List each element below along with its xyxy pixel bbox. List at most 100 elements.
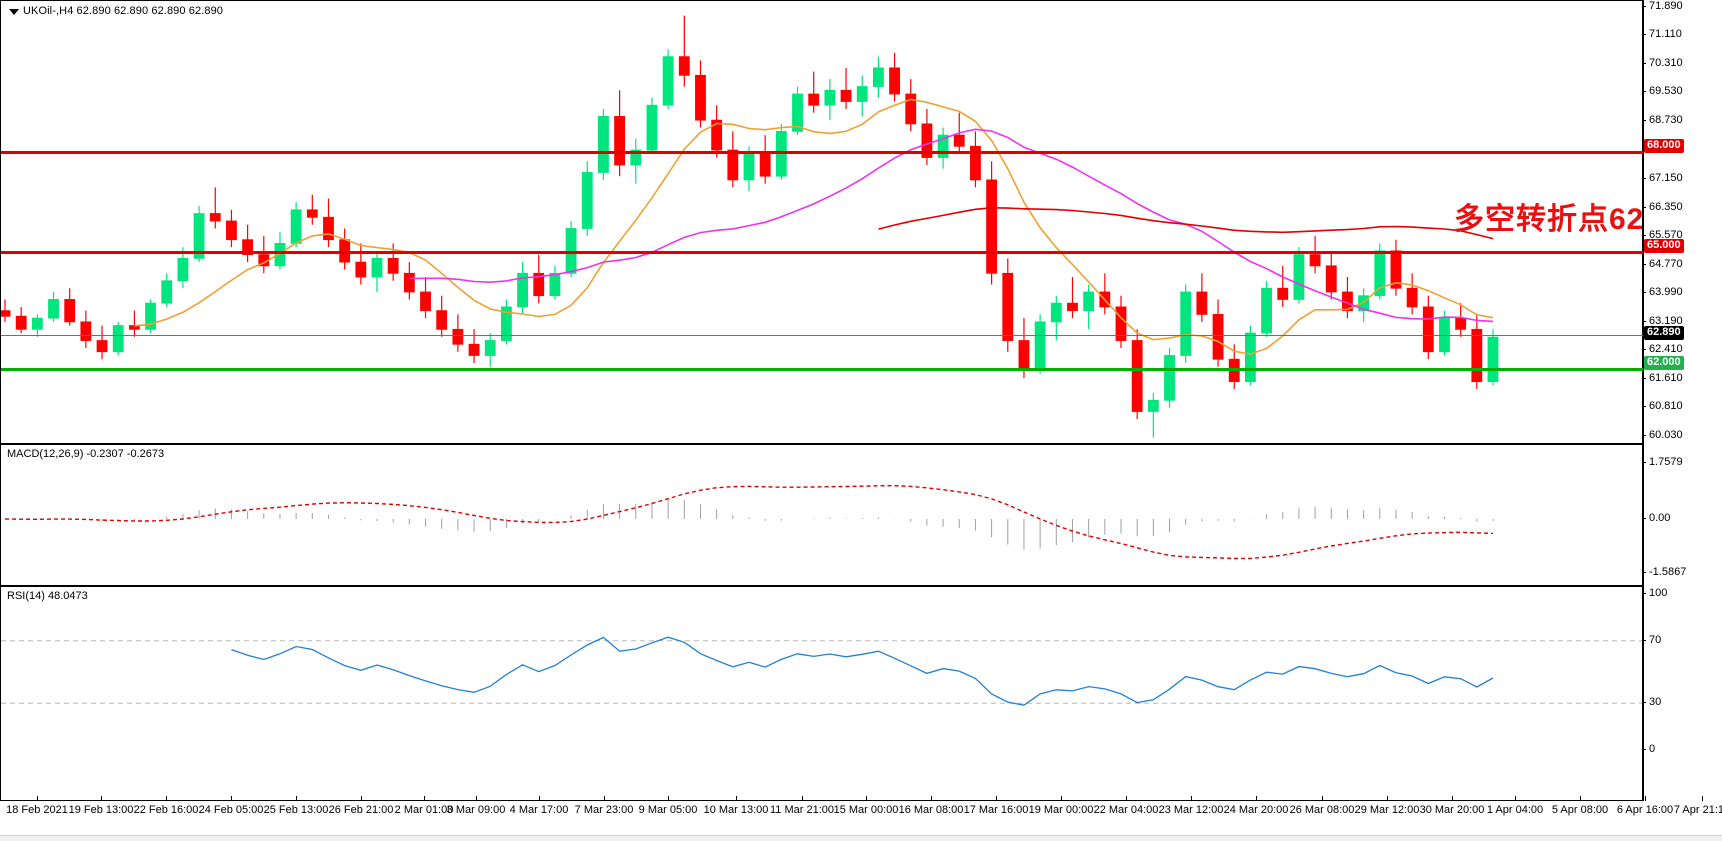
time-tick-label: 2 Mar 01:00 [394, 804, 454, 816]
price-levels-layer [1, 1, 1643, 443]
time-tick-mark [1191, 796, 1192, 801]
time-tick-label: 3 Mar 09:00 [446, 804, 506, 816]
time-tick-label: 7 Apr 21:15 [1673, 804, 1722, 816]
macd-tick-mark [1642, 572, 1646, 573]
price-tick-mark [1642, 349, 1646, 350]
price-tick-mark [1642, 378, 1646, 379]
time-tick-label: 30 Mar 20:00 [1419, 804, 1485, 816]
symbol-ohlc-title: UKOil-,H4 62.890 62.890 62.890 62.890 [23, 5, 224, 17]
price-tick-label: 66.350 [1649, 201, 1683, 213]
price-tick-label: 63.990 [1649, 286, 1683, 298]
price-level-line[interactable] [1, 335, 1643, 336]
price-level-line[interactable] [1, 151, 1643, 154]
time-tick-mark [231, 796, 232, 801]
time-tick-label: 11 Mar 21:00 [769, 804, 835, 816]
price-tick-label: 61.610 [1649, 372, 1683, 384]
rsi-tick-mark [1642, 640, 1646, 641]
time-tick-mark [1256, 796, 1257, 801]
time-tick-mark [424, 796, 425, 801]
time-tick-label: 1 Apr 04:00 [1486, 804, 1544, 816]
time-tick-mark [1515, 796, 1516, 801]
time-axis[interactable]: 18 Feb 2021 19 Feb 13:00 22 Feb 16:00 24 Fe… [0, 796, 1722, 823]
time-tick-mark [476, 796, 477, 801]
time-tick-label: 10 Mar 13:00 [703, 804, 769, 816]
price-level-tag[interactable]: 62.890 [1644, 326, 1684, 340]
price-chart-panel[interactable]: UKOil-,H4 62.890 62.890 62.890 62.890 多空… [0, 0, 1722, 444]
time-tick-mark [604, 796, 605, 801]
price-tick-mark [1642, 406, 1646, 407]
price-level-tag[interactable]: 65.000 [1644, 239, 1684, 253]
time-tick-mark [1580, 796, 1581, 801]
time-tick-label: 19 Feb 13:00 [68, 804, 134, 816]
macd-title: MACD(12,26,9) -0.2307 -0.2673 [7, 448, 165, 460]
macd-tick-label: 1.7579 [1649, 456, 1683, 468]
price-level-line[interactable] [1, 368, 1643, 371]
rsi-tick-mark [1642, 749, 1646, 750]
rsi-panel[interactable]: RSI(14) 48.0473 [0, 586, 1722, 801]
time-tick-mark [1387, 796, 1388, 801]
price-level-tag[interactable]: 62.000 [1644, 356, 1684, 370]
price-level-line[interactable] [1, 251, 1643, 254]
price-tick-mark [1642, 207, 1646, 208]
macd-tick-label: 0.00 [1649, 512, 1671, 524]
time-tick-mark [1452, 796, 1453, 801]
time-tick-label: 7 Mar 23:00 [574, 804, 634, 816]
time-tick-label: 22 Mar 04:00 [1093, 804, 1159, 816]
price-tick-mark [1642, 435, 1646, 436]
rsi-tick-label: 100 [1649, 587, 1668, 599]
time-tick-mark [931, 796, 932, 801]
time-tick-mark [1061, 796, 1062, 801]
macd-plot-area [4, 484, 1494, 560]
time-tick-label: 26 Feb 21:00 [328, 804, 394, 816]
rsi-tick-mark [1642, 702, 1646, 703]
macd-panel[interactable]: MACD(12,26,9) -0.2307 -0.2673 [0, 444, 1722, 586]
price-tick-label: 62.410 [1649, 343, 1683, 355]
price-tick-label: 60.030 [1649, 429, 1683, 441]
time-tick-label: 24 Mar 20:00 [1223, 804, 1289, 816]
price-tick-mark [1642, 120, 1646, 121]
price-tick-label: 65.570 [1649, 229, 1683, 241]
price-tick-label: 60.810 [1649, 400, 1683, 412]
price-tick-mark [1642, 34, 1646, 35]
time-tick-mark [1702, 796, 1703, 801]
macd-tick-mark [1642, 462, 1646, 463]
caret-down-icon[interactable] [9, 9, 19, 15]
time-tick-mark [736, 796, 737, 801]
time-tick-label: 4 Mar 17:00 [509, 804, 569, 816]
price-tick-label: 71.890 [1649, 0, 1683, 12]
time-tick-label: 16 Mar 08:00 [898, 804, 964, 816]
price-tick-label: 71.110 [1649, 28, 1682, 40]
price-tick-label: 67.150 [1649, 172, 1683, 184]
price-tick-mark [1642, 178, 1646, 179]
time-tick-mark [1322, 796, 1323, 801]
time-tick-mark [37, 796, 38, 801]
rsi-plot-area [1, 636, 1643, 706]
time-tick-label: 19 Mar 00:00 [1028, 804, 1094, 816]
time-tick-mark [668, 796, 669, 801]
rsi-tick-label: 0 [1649, 743, 1656, 755]
time-tick-label: 18 Feb 2021 [6, 804, 68, 816]
macd-tick-label: -1.5867 [1649, 566, 1687, 578]
price-tick-mark [1642, 63, 1646, 64]
price-tick-mark [1642, 292, 1646, 293]
price-tick-mark [1642, 6, 1646, 7]
price-tick-label: 68.730 [1649, 114, 1683, 126]
time-tick-label: 25 Feb 13:00 [263, 804, 329, 816]
price-tick-label: 70.310 [1649, 57, 1683, 69]
time-tick-mark [361, 796, 362, 801]
price-tick-mark [1642, 321, 1646, 322]
price-axis[interactable]: 71.890 71.110 70.310 69.530 68.730 67.150 66.3… [1642, 0, 1722, 801]
time-tick-label: 26 Mar 08:00 [1289, 804, 1355, 816]
time-tick-label: 29 Mar 12:00 [1354, 804, 1420, 816]
time-tick-label: 15 Mar 00:00 [833, 804, 899, 816]
rsi-title: RSI(14) 48.0473 [7, 590, 88, 602]
time-tick-label: 5 Apr 08:00 [1551, 804, 1609, 816]
time-tick-mark [1126, 796, 1127, 801]
time-tick-label: 6 Apr 16:00 [1616, 804, 1674, 816]
price-tick-label: 69.530 [1649, 85, 1683, 97]
price-level-tag[interactable]: 68.000 [1644, 139, 1684, 153]
rsi-tick-label: 70 [1649, 634, 1662, 646]
time-tick-mark [101, 796, 102, 801]
macd-tick-mark [1642, 518, 1646, 519]
